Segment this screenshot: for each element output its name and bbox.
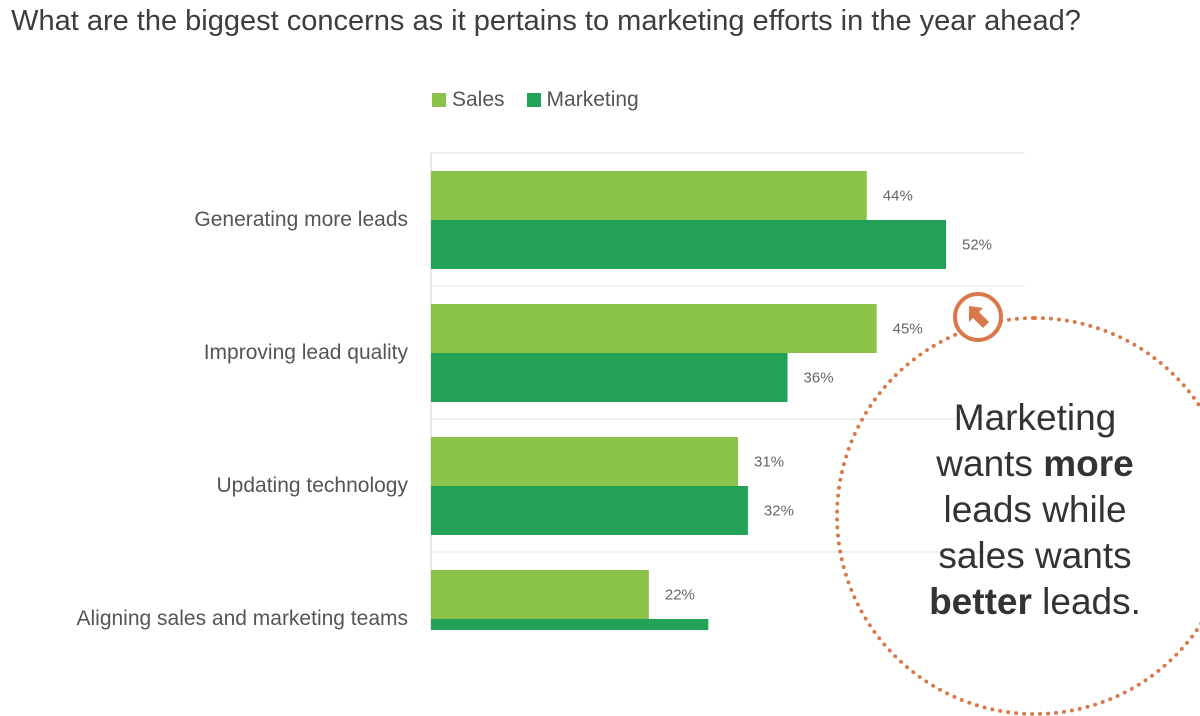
data-label: 36%	[804, 370, 834, 387]
legend-item-marketing: Marketing	[526, 88, 639, 112]
bar-marketing	[431, 220, 946, 269]
callout-line-3: leads while	[943, 489, 1127, 530]
legend-label-sales: Sales	[452, 88, 505, 111]
bar-sales	[431, 570, 649, 619]
callout-line-2: wants more	[936, 443, 1134, 484]
callout-line-1: Marketing	[953, 397, 1117, 438]
bar-marketing	[431, 619, 709, 630]
pointer-arrow-icon	[953, 292, 1003, 342]
category-label: Improving lead quality	[204, 341, 409, 364]
legend-item-sales: Sales	[432, 88, 505, 112]
legend-swatch-sales	[432, 93, 446, 107]
callout-line-5: better leads.	[929, 581, 1141, 622]
bar-marketing	[431, 486, 748, 535]
callout-line-4: sales wants	[938, 535, 1132, 576]
data-label: 45%	[893, 321, 923, 338]
chart-title: What are the biggest concerns as it pert…	[11, 5, 1081, 37]
data-label: 52%	[962, 237, 992, 254]
legend: Sales Marketing	[432, 88, 639, 112]
category-label: Generating more leads	[194, 208, 408, 231]
bar-marketing	[431, 353, 788, 402]
bar-sales	[431, 171, 867, 220]
data-label: 32%	[764, 503, 794, 520]
data-label: 31%	[754, 454, 784, 471]
bar-sales	[431, 304, 877, 353]
data-label: 44%	[883, 188, 913, 205]
bar-sales	[431, 437, 739, 486]
legend-label-marketing: Marketing	[546, 88, 639, 111]
category-label: Updating technology	[217, 474, 409, 497]
category-label: Aligning sales and marketing teams	[76, 607, 408, 630]
callout-text: Marketing wants more leads while sales w…	[900, 395, 1170, 625]
bar-chart: Generating more leads 44% 52% Improving lea…	[76, 152, 1025, 630]
data-label: 22%	[665, 587, 695, 604]
legend-swatch-marketing	[526, 93, 541, 107]
